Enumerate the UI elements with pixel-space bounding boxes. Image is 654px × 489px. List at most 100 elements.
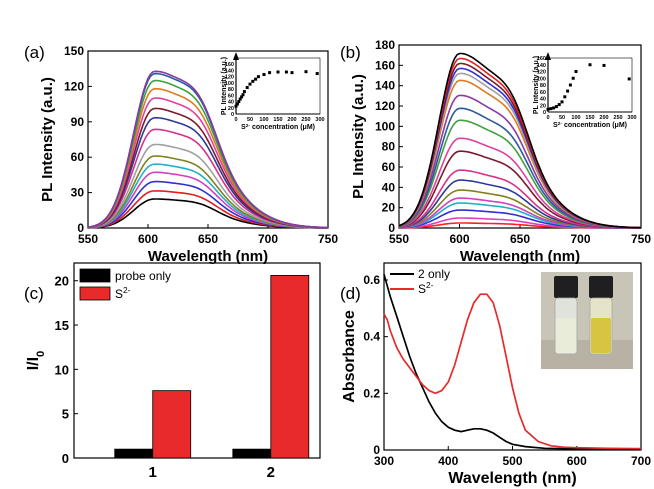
panel-b-x-tick-label: 600 (449, 232, 469, 246)
panel-c-bar (152, 390, 192, 459)
panel-b-inset-x-tick-label: 250 (613, 115, 622, 121)
panel-a-y-tick-label: 30 (71, 186, 85, 200)
panel-b-y-tick-label: 100 (375, 119, 395, 133)
vial-clear-liquid (556, 318, 576, 353)
panel-a-inset-y-tick-label: 120 (225, 75, 234, 81)
panel-a-inset-point (268, 71, 272, 75)
panel-d-legend-label: 2 only (418, 267, 450, 281)
panel-b-y-tick-label: 80 (382, 140, 396, 154)
panel-a-inset-point (290, 71, 294, 75)
panel-c-y-tick-label: 15 (55, 318, 69, 333)
panel-a-inset-y-tick-label: 80 (228, 87, 234, 93)
panel-a-inset-y-tick-label: 40 (228, 100, 234, 106)
panel-b-inset-point (546, 107, 550, 111)
panel-a-inset-y-axis-label: PL Intensity (a.u.) (221, 57, 228, 115)
panel-a-inset-point (241, 93, 245, 97)
panel-b-y-tick-label: 60 (382, 160, 396, 174)
panel-a-inset-point (242, 90, 246, 94)
vial-yellow-liquid (591, 318, 611, 353)
panel-d-series-line (383, 274, 641, 450)
panel-b-inset-point (552, 106, 556, 110)
panel-a-inset-y-tick-label: 60 (228, 93, 234, 99)
panel-c-y-tick-label: 0 (62, 451, 69, 466)
panel-d-x-tick-label: 500 (502, 454, 522, 468)
panel-a-x-tick-label: 700 (258, 232, 278, 246)
panel-a-x-tick-label: 650 (198, 232, 218, 246)
panel-b-x-tick-label: 650 (510, 232, 530, 246)
panel-a-inset-point (245, 86, 249, 90)
panel-b-inset-point (560, 100, 564, 104)
panel-b-x-tick-label: 550 (389, 232, 409, 246)
panel-c-category-label: 1 (149, 464, 157, 481)
panel-b-inset-x-tick-label: 200 (599, 115, 608, 121)
panel-c-y-tick-label: 5 (62, 407, 69, 422)
vial-photo (541, 272, 633, 369)
panel-b-inset-point (557, 103, 561, 107)
panel-b-y-tick-label: 0 (388, 221, 395, 235)
panel-d-x-axis-label: Wavelength (nm) (448, 470, 576, 487)
panel-b-inset-y-tick-label: 40 (540, 97, 546, 103)
panel-b: (b) 550 600 650 700 750020406080100120140160… (340, 38, 651, 265)
panel-a-inset-point (276, 70, 280, 74)
panel-d-x-tick-label: 600 (567, 454, 587, 468)
panel-a-inset-point (315, 72, 319, 76)
panel-a-y-tick-label: 60 (71, 150, 85, 164)
panel-b-inset-point (549, 107, 553, 111)
panel-a-label: (a) (24, 43, 45, 62)
panel-a-inset-point (256, 75, 260, 79)
panel-b-x-axis-label: Wavelength (nm) (460, 248, 580, 265)
panel-b-y-tick-label: 140 (375, 79, 395, 93)
panel-a-inset-y-tick-label: 140 (225, 68, 234, 74)
panel-a-inset-y-tick-label: 100 (225, 81, 234, 87)
panel-a-x-axis-label: Wavelength (nm) (148, 248, 268, 265)
panel-d-series-line (383, 293, 642, 450)
panel-c-bar (114, 448, 154, 459)
panel-a-inset-x-tick-label: 150 (273, 117, 282, 123)
panel-b-inset-y-tick-label: 140 (537, 63, 546, 69)
panel-c-legend-swatch (79, 268, 111, 283)
panel-b-inset-point (554, 105, 558, 109)
panel-b-y-tick-label: 160 (375, 58, 395, 72)
panel-d: (d) 300 400 500 600 700 0 0.2 0.4 0.6 Wavelength … (340, 262, 651, 487)
panel-c-bar (232, 448, 272, 459)
panel-c-label: (c) (24, 284, 44, 303)
panel-b-inset-y-tick-label: 100 (537, 76, 546, 82)
panel-a-inset-x-tick-label: 100 (259, 117, 268, 123)
panel-d-x-tick-label: 400 (438, 454, 458, 468)
panel-a-y-tick-label: 90 (71, 115, 85, 129)
panel-a-inset-point (262, 72, 266, 76)
panel-a-x-tick-label: 600 (138, 232, 158, 246)
panel-a-inset-x-tick-label: 300 (315, 117, 324, 123)
panel-b-inset-point (566, 89, 570, 93)
panel-c-bar (270, 275, 310, 459)
panel-d-x-tick-label: 300 (374, 454, 394, 468)
panel-c-legend-label: probe only (115, 269, 171, 283)
panel-b-inset-y-tick-label: 60 (540, 90, 546, 96)
panel-a-inset-x-tick-label: 250 (301, 117, 310, 123)
panel-c-category-label: 2 (267, 464, 275, 481)
panel-b-inset-y-tick-label: 20 (540, 103, 546, 109)
panel-d-y-axis-label: Absorbance (341, 310, 358, 403)
panel-b-inset-x-tick-label: 0 (546, 115, 549, 121)
panel-a: (a) 550 600 650 700 7500306090120150Waveleng… (24, 43, 338, 265)
panel-c-y-tick-label: 20 (55, 274, 69, 289)
panel-a-inset-y-tick-label: 0 (231, 112, 234, 118)
panel-b-inset-y-tick-label: 0 (543, 110, 546, 116)
panel-b-x-tick-label: 700 (570, 232, 590, 246)
panel-b-inset-x-axis-label: S2- concentration (μM) (553, 121, 627, 130)
panel-b-inset-y-tick-label: 120 (537, 70, 546, 76)
panel-b-inset-point (568, 83, 572, 87)
panel-b-label: (b) (340, 43, 361, 62)
panel-a-inset-point (237, 100, 241, 104)
panel-b-inset-point (571, 76, 575, 80)
panel-c-legend-swatch (79, 286, 111, 301)
panel-b-x-tick-label: 750 (631, 232, 651, 246)
panel-d-y-tick-label: 0.4 (363, 330, 380, 344)
panel-b-inset-x-tick-label: 100 (571, 115, 580, 121)
vial-cap (554, 276, 578, 298)
panel-d-label: (d) (340, 284, 361, 303)
panel-b-inset-point (588, 63, 592, 67)
panel-b-inset-x-tick-label: 150 (585, 115, 594, 121)
vial-cap (589, 276, 613, 298)
